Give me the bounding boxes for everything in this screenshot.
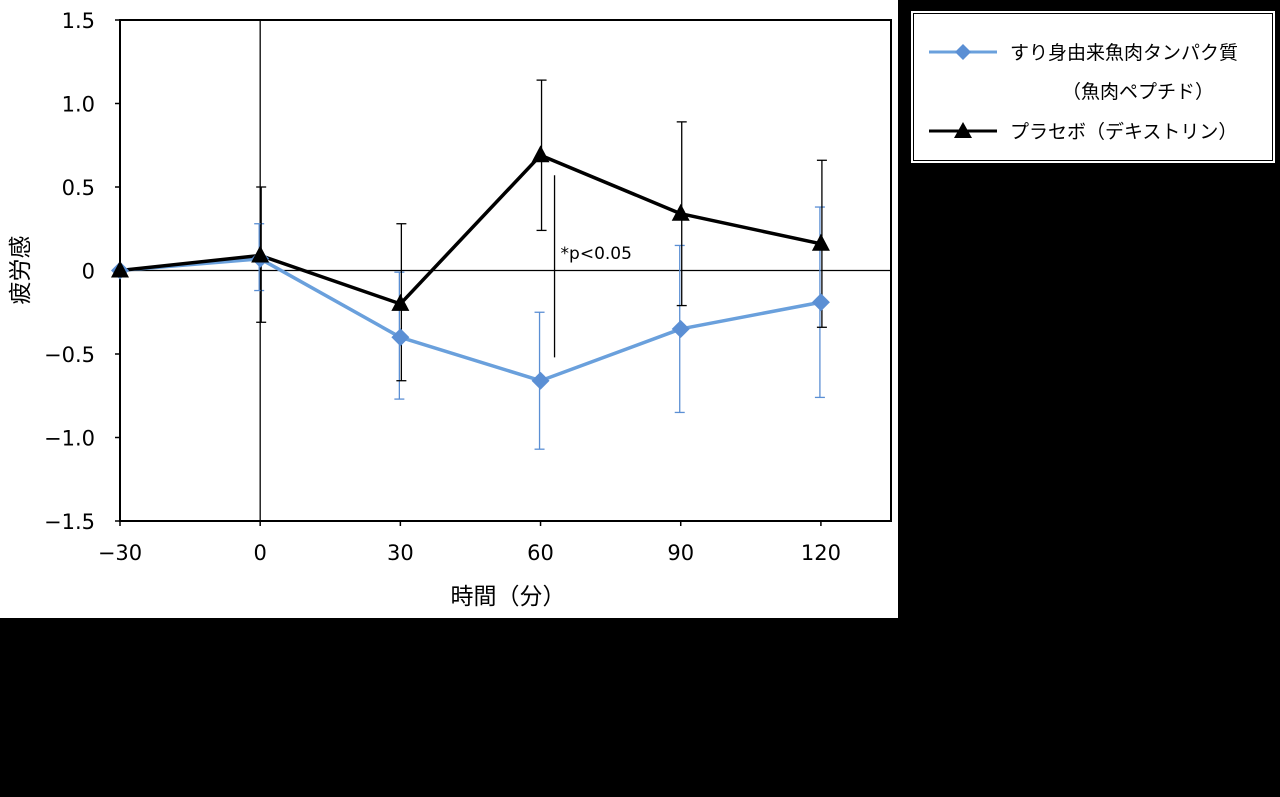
axes xyxy=(115,19,892,526)
y-tick-label: 0 xyxy=(82,260,95,284)
y-tick-label: 0.5 xyxy=(62,176,95,200)
legend-triangle-marker xyxy=(954,122,972,138)
y-tick-label: −0.5 xyxy=(44,343,95,367)
significance-label: *p<0.05 xyxy=(561,244,632,264)
x-tick-label: 120 xyxy=(801,541,841,565)
series-line-placebo xyxy=(119,153,822,306)
data-point-triangle xyxy=(531,145,550,163)
data-point-diamond xyxy=(811,293,830,312)
legend-label-sub: （魚肉ペプチド） xyxy=(1062,81,1214,103)
x-axis-label: 時間（分） xyxy=(451,584,566,610)
legend-label: プラセボ（デキストリン） xyxy=(1010,121,1237,143)
data-point-triangle xyxy=(671,203,690,221)
legend: すり身由来魚肉タンパク質 （魚肉ペプチド） プラセボ（デキストリン） xyxy=(909,9,1277,165)
x-tick-label: 30 xyxy=(387,541,414,565)
chart-panel: 1.5 1.0 0.5 0 −0.5 −1.0 −1.5 −30 0 30 60 90 120 *p<0… xyxy=(0,0,898,618)
line-chart: 1.5 1.0 0.5 0 −0.5 −1.0 −1.5−30 0 30 60 90 120 *p<0… xyxy=(8,9,892,610)
x-tick-label: 60 xyxy=(527,541,554,565)
data-point-triangle xyxy=(251,245,270,263)
data-point-triangle xyxy=(111,260,129,278)
x-tick-label: −30 xyxy=(98,541,142,565)
y-axis-label: 疲労感 xyxy=(8,236,34,305)
legend-frame: すり身由来魚肉タンパク質 （魚肉ペプチド） プラセボ（デキストリン） xyxy=(913,13,1273,161)
legend-svg: すり身由来魚肉タンパク質 （魚肉ペプチド） プラセボ（デキストリン） xyxy=(929,42,1238,143)
reference-lines xyxy=(120,20,891,521)
data-point-diamond xyxy=(531,371,550,390)
y-tick-label: −1.5 xyxy=(44,510,95,534)
data-point-diamond xyxy=(671,319,690,338)
data-point-diamond xyxy=(391,328,410,347)
error-bars xyxy=(254,79,827,450)
data-point-triangle xyxy=(391,293,410,311)
x-tick-label: 0 xyxy=(253,541,266,565)
annotation: *p<0.05 xyxy=(553,175,632,358)
y-tick-label: 1.5 xyxy=(62,9,95,33)
series-lines xyxy=(119,153,822,383)
tick-labels: 1.5 1.0 0.5 0 −0.5 −1.0 −1.5−30 0 30 60 90 120 xyxy=(44,9,841,565)
x-tick-label: 90 xyxy=(667,541,694,565)
y-tick-label: −1.0 xyxy=(44,427,95,451)
series-markers xyxy=(111,145,830,390)
data-point-triangle xyxy=(811,233,830,251)
legend-entry-placebo: プラセボ（デキストリン） xyxy=(929,121,1237,143)
legend-diamond-marker xyxy=(955,44,971,60)
legend-entry-fish-peptide: すり身由来魚肉タンパク質 （魚肉ペプチド） xyxy=(929,42,1238,103)
series-line-fish-peptide xyxy=(119,257,822,383)
legend-label: すり身由来魚肉タンパク質 xyxy=(1010,42,1238,64)
y-tick-label: 1.0 xyxy=(62,93,95,117)
